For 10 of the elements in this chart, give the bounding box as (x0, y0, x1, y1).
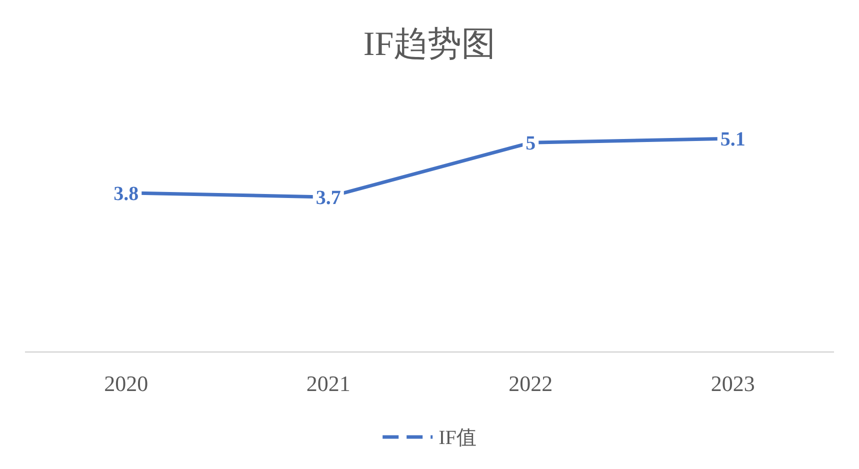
data-label: 3.7 (316, 187, 341, 210)
x-tick-label: 2022 (508, 371, 553, 396)
x-tick-label: 2020 (104, 371, 148, 396)
x-tick-label: 2023 (710, 371, 755, 396)
data-label: 5.1 (720, 128, 746, 150)
x-tick-label: 2021 (306, 371, 350, 396)
legend-label: IF值 (438, 427, 476, 449)
chart-title: IF趋势图 (363, 26, 496, 63)
data-label: 3.8 (114, 182, 139, 205)
data-label: 5 (526, 132, 536, 155)
